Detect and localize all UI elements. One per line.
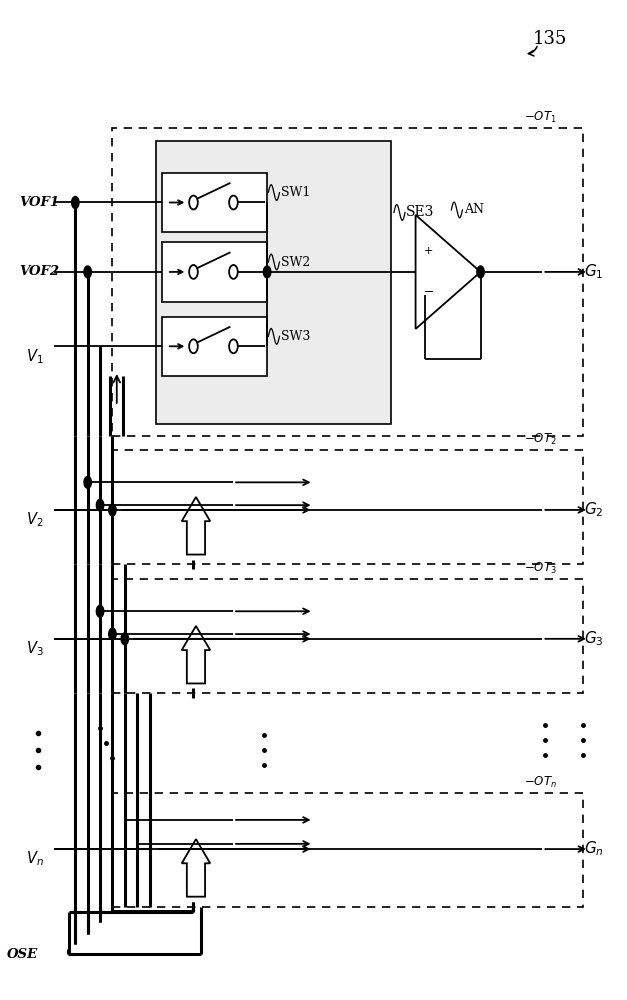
Text: −: −	[423, 286, 434, 299]
Text: $V_2$: $V_2$	[26, 510, 43, 529]
Text: $G_1$: $G_1$	[584, 263, 604, 281]
Text: AN: AN	[464, 203, 483, 216]
Circle shape	[108, 504, 116, 516]
Text: $-OT_3$: $-OT_3$	[524, 561, 557, 576]
Bar	[112, 128, 582, 436]
Circle shape	[263, 266, 271, 278]
Bar	[162, 317, 267, 376]
Circle shape	[84, 476, 92, 488]
Text: $V_1$: $V_1$	[26, 347, 43, 366]
Text: $-OT_2$: $-OT_2$	[524, 432, 557, 447]
Circle shape	[97, 605, 104, 617]
Text: +: +	[424, 246, 433, 256]
Text: $G_2$: $G_2$	[584, 501, 604, 519]
Text: VOF2: VOF2	[19, 265, 60, 278]
Circle shape	[84, 266, 92, 278]
Circle shape	[97, 499, 104, 511]
Bar	[112, 793, 582, 907]
Text: SW1: SW1	[281, 186, 310, 199]
Text: $V_3$: $V_3$	[26, 639, 43, 658]
Bar	[112, 579, 582, 693]
Text: OSE: OSE	[8, 948, 38, 961]
Circle shape	[71, 197, 79, 208]
Text: SW2: SW2	[281, 255, 310, 268]
Text: $-OT_1$: $-OT_1$	[524, 110, 557, 125]
Circle shape	[121, 633, 129, 645]
Text: SW3: SW3	[281, 330, 310, 343]
Bar	[155, 141, 391, 424]
Text: $G_n$: $G_n$	[584, 840, 604, 858]
Circle shape	[477, 266, 484, 278]
Bar	[162, 242, 267, 302]
Text: 135: 135	[533, 30, 567, 48]
Text: VOF1: VOF1	[19, 196, 60, 209]
Bar	[112, 450, 582, 564]
Circle shape	[108, 628, 116, 640]
Text: $V_n$: $V_n$	[26, 850, 44, 868]
Text: $-OT_n$: $-OT_n$	[524, 774, 557, 790]
Text: $G_3$: $G_3$	[584, 629, 604, 648]
Text: SE3: SE3	[406, 205, 435, 219]
Bar	[162, 173, 267, 232]
